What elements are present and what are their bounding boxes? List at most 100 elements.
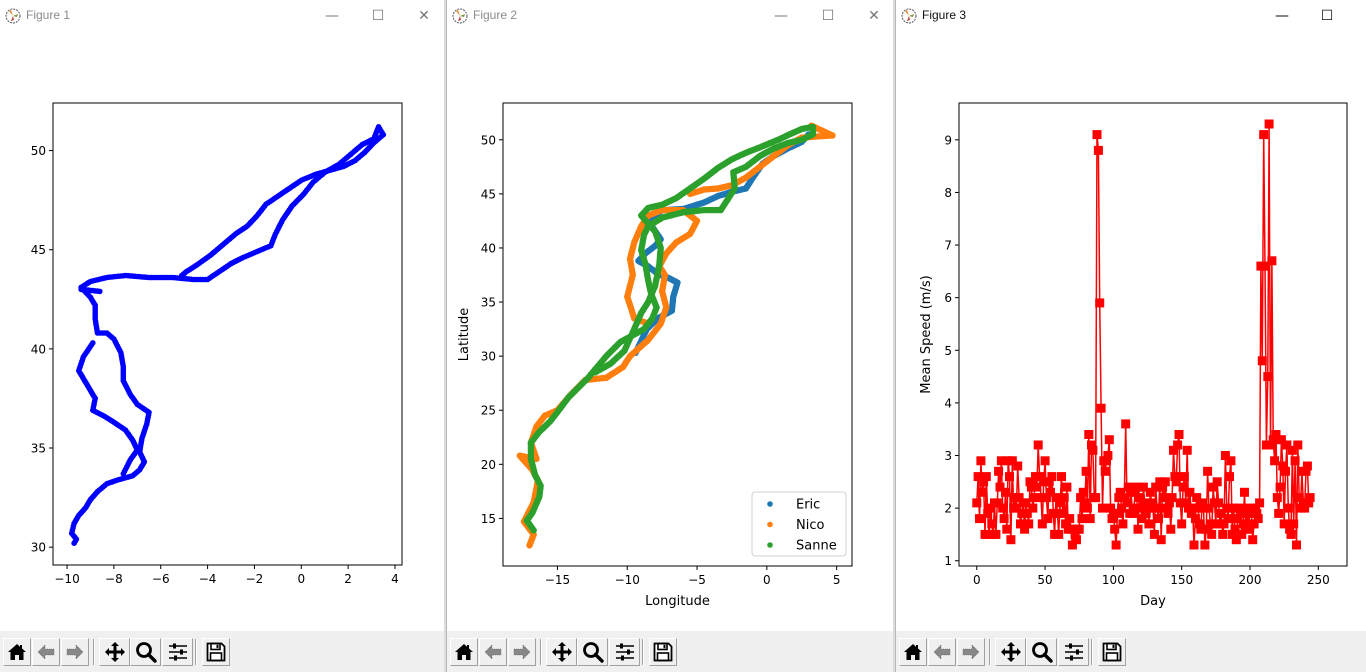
axes-frame — [502, 102, 853, 567]
close-button[interactable]: ✕ — [868, 8, 880, 24]
legend[interactable]: Eric Nico Sanne — [751, 491, 847, 557]
pan-icon — [1000, 642, 1021, 662]
zoom-icon — [135, 642, 157, 663]
figure-3-canvas[interactable]: 0 50 100 150 200 250 1 2 3 4 5 6 7 8 9 Day Mean Speed (m… — [895, 32, 1366, 631]
x-tick-label: −4 — [199, 572, 217, 586]
toolbar-separator — [93, 639, 95, 665]
pan-icon — [104, 642, 125, 662]
y-tick-label: 35 — [481, 296, 496, 310]
matplotlib-logo-icon — [901, 8, 917, 24]
home-button[interactable] — [3, 638, 31, 666]
x-axis-label: Day — [1140, 594, 1166, 609]
series-sanne — [523, 123, 817, 534]
configure-subplots-button[interactable] — [1058, 638, 1089, 666]
back-button[interactable] — [479, 638, 507, 666]
toolbar-separator — [989, 639, 991, 665]
minimize-button[interactable]: — — [774, 8, 788, 24]
x-tick-label: 250 — [1307, 573, 1330, 587]
maximize-button[interactable]: ☐ — [1320, 8, 1334, 24]
window-edge — [893, 0, 895, 672]
x-tick-label: 150 — [1170, 573, 1193, 587]
home-button[interactable] — [899, 638, 927, 666]
zoom-button[interactable] — [130, 638, 161, 666]
forward-icon — [962, 644, 980, 660]
matplotlib-logo-icon — [5, 8, 21, 24]
y-tick-label: 6 — [944, 291, 952, 305]
configure-subplots-icon — [168, 643, 187, 661]
x-tick-label: 50 — [1037, 573, 1052, 587]
x-axis-ticks: −10 −8 −6 −4 −2 0 2 4 — [54, 565, 399, 586]
configure-subplots-button[interactable] — [609, 638, 640, 666]
save-button[interactable] — [1098, 638, 1126, 666]
home-icon — [8, 644, 26, 660]
zoom-button[interactable] — [1026, 638, 1057, 666]
navigation-toolbar — [896, 631, 1366, 672]
minimize-button[interactable]: — — [325, 8, 339, 24]
x-tick-label: −6 — [152, 572, 170, 586]
back-button[interactable] — [928, 638, 956, 666]
y-tick-label: 4 — [944, 396, 952, 410]
x-tick-label: −10 — [615, 573, 640, 587]
axes: −15 −10 −5 0 5 15 20 25 30 35 40 45 50 Longitude Latit… — [457, 102, 853, 609]
figure-1-canvas[interactable]: −10 −8 −6 −4 −2 0 2 4 30 35 40 45 50 — [0, 32, 446, 631]
back-button[interactable] — [32, 638, 60, 666]
axes-frame — [52, 102, 403, 566]
home-button[interactable] — [450, 638, 478, 666]
pan-button[interactable] — [99, 638, 130, 666]
y-tick-label: 30 — [31, 541, 46, 555]
back-icon — [933, 644, 951, 660]
forward-button[interactable] — [508, 638, 536, 666]
y-axis-ticks: 30 35 40 45 50 — [31, 144, 53, 555]
y-tick-label: 50 — [31, 144, 46, 158]
y-tick-label: 30 — [481, 350, 496, 364]
pan-button[interactable] — [995, 638, 1026, 666]
x-tick-label: 200 — [1239, 573, 1262, 587]
figure-1-titlebar[interactable]: Figure 1 — ☐ ✕ — [0, 0, 446, 32]
legend-marker-eric — [767, 501, 773, 507]
window-title: Figure 2 — [473, 8, 518, 22]
minimize-button[interactable]: — — [1275, 8, 1289, 24]
y-tick-label: 2 — [944, 502, 952, 516]
x-axis-label: Longitude — [645, 594, 710, 609]
figure-2-titlebar[interactable]: Figure 2 — ☐ ✕ — [447, 0, 895, 32]
save-button[interactable] — [202, 638, 230, 666]
figure-2-canvas[interactable]: −15 −10 −5 0 5 15 20 25 30 35 40 45 50 Longitude Latit… — [446, 32, 895, 631]
legend-marker-nico — [767, 521, 773, 528]
forward-button[interactable] — [957, 638, 985, 666]
x-tick-label: −2 — [246, 572, 264, 586]
y-tick-label: 40 — [481, 241, 496, 255]
y-tick-label: 35 — [31, 442, 46, 456]
maximize-button[interactable]: ☐ — [821, 8, 835, 24]
zoom-button[interactable] — [577, 638, 608, 666]
maximize-button[interactable]: ☐ — [371, 8, 385, 24]
toolbar-separator — [642, 639, 644, 665]
close-button[interactable]: ✕ — [418, 8, 430, 24]
save-button[interactable] — [649, 638, 677, 666]
legend-label-nico: Nico — [796, 518, 824, 533]
configure-subplots-icon — [615, 643, 634, 661]
x-tick-label: 0 — [297, 572, 305, 586]
y-tick-label: 8 — [944, 186, 952, 200]
configure-subplots-icon — [1064, 643, 1083, 661]
toolbar-separator — [1091, 639, 1093, 665]
pan-icon — [551, 642, 572, 662]
plot-area — [516, 122, 836, 549]
pan-button[interactable] — [546, 638, 577, 666]
x-tick-label: 2 — [344, 572, 352, 586]
legend-label-eric: Eric — [796, 498, 820, 513]
x-axis-ticks: 0 50 100 150 200 250 — [973, 566, 1330, 587]
configure-subplots-button[interactable] — [162, 638, 193, 666]
window-title: Figure 3 — [922, 8, 967, 22]
x-tick-label: −10 — [54, 572, 79, 586]
window-border — [895, 0, 896, 672]
y-tick-label: 50 — [481, 133, 496, 147]
legend-marker-sanne — [767, 542, 773, 548]
forward-button[interactable] — [61, 638, 89, 666]
save-icon — [1102, 642, 1122, 662]
zoom-icon — [1031, 642, 1053, 663]
figure-3-titlebar[interactable]: Figure 3 — ☐ — [896, 0, 1366, 32]
window-title: Figure 1 — [26, 8, 71, 22]
figure-3-window: Figure 3 — ☐ 0 50 100 150 200 250 1 2 3 4 5 6 7 8 9 Day… — [895, 0, 1366, 672]
x-axis-ticks: −15 −10 −5 0 5 — [545, 566, 840, 587]
y-tick-label: 20 — [481, 458, 496, 472]
